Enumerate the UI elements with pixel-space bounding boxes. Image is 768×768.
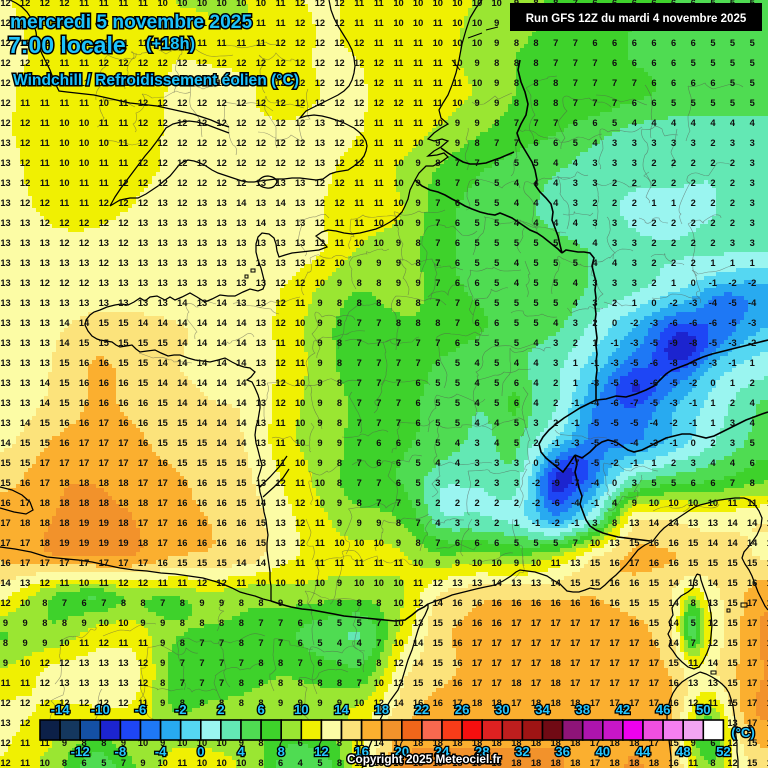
- svg-text:28: 28: [475, 744, 490, 759]
- svg-text:-14: -14: [51, 702, 71, 717]
- svg-text:10: 10: [294, 702, 309, 717]
- svg-text:34: 34: [535, 702, 550, 717]
- svg-text:44: 44: [636, 744, 651, 759]
- svg-text:32: 32: [515, 744, 530, 759]
- svg-text:(+18h): (+18h): [146, 35, 195, 53]
- svg-text:0: 0: [197, 744, 204, 759]
- svg-text:Run GFS 12Z du mardi 4 novembr: Run GFS 12Z du mardi 4 novembre 2025: [526, 13, 747, 25]
- svg-text:52: 52: [716, 744, 731, 759]
- svg-text:8: 8: [278, 744, 285, 759]
- svg-text:12: 12: [314, 744, 329, 759]
- svg-text:20: 20: [394, 744, 409, 759]
- svg-text:22: 22: [415, 702, 430, 717]
- svg-text:30: 30: [495, 702, 510, 717]
- svg-text:Copyright 2025 Meteociel.fr: Copyright 2025 Meteociel.fr: [347, 752, 501, 766]
- svg-text:24: 24: [435, 744, 450, 759]
- svg-text:46: 46: [656, 702, 671, 717]
- svg-text:2: 2: [217, 702, 224, 717]
- svg-text:38: 38: [575, 702, 590, 717]
- svg-text:7:00 locale: 7:00 locale: [8, 32, 126, 58]
- svg-text:-12: -12: [71, 744, 90, 759]
- svg-text:mercredi 5 novembre 2025: mercredi 5 novembre 2025: [10, 12, 252, 33]
- svg-text:40: 40: [595, 744, 610, 759]
- svg-text:-10: -10: [91, 702, 110, 717]
- svg-text:(°C): (°C): [731, 725, 755, 740]
- svg-text:4: 4: [237, 744, 245, 759]
- svg-text:36: 36: [555, 744, 570, 759]
- svg-text:18: 18: [374, 702, 389, 717]
- svg-text:-6: -6: [135, 702, 147, 717]
- svg-text:16: 16: [354, 744, 369, 759]
- svg-text:-4: -4: [155, 744, 167, 759]
- svg-text:14: 14: [334, 702, 349, 717]
- svg-text:Windchill / Refroidissement éo: Windchill / Refroidissement éolien (°C): [13, 72, 299, 89]
- svg-text:6: 6: [257, 702, 264, 717]
- svg-text:26: 26: [455, 702, 470, 717]
- svg-text:48: 48: [676, 744, 691, 759]
- svg-text:50: 50: [696, 702, 711, 717]
- svg-text:-8: -8: [115, 744, 127, 759]
- svg-text:-2: -2: [175, 702, 187, 717]
- svg-text:42: 42: [616, 702, 631, 717]
